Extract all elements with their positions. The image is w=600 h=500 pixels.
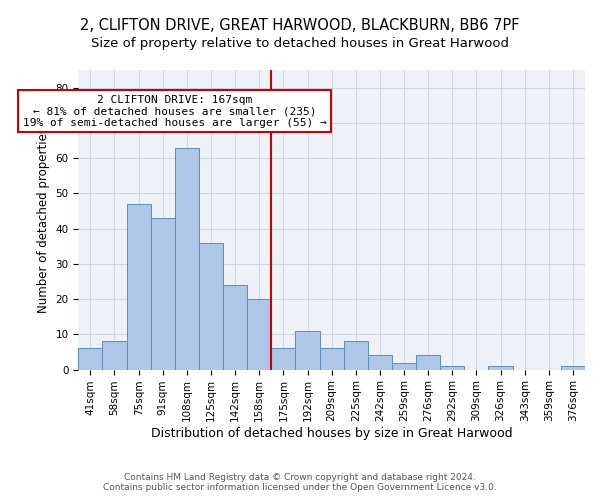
Bar: [344, 342, 368, 369]
Bar: [295, 331, 320, 370]
Bar: [247, 299, 271, 370]
Bar: [151, 218, 175, 370]
Bar: [271, 348, 295, 370]
Bar: [79, 348, 103, 370]
Bar: [103, 342, 127, 369]
Bar: [416, 356, 440, 370]
Y-axis label: Number of detached properties: Number of detached properties: [37, 127, 50, 313]
Bar: [127, 204, 151, 370]
Bar: [440, 366, 464, 370]
Bar: [199, 242, 223, 370]
Text: 2 CLIFTON DRIVE: 167sqm
← 81% of detached houses are smaller (235)
19% of semi-d: 2 CLIFTON DRIVE: 167sqm ← 81% of detache…: [23, 94, 326, 128]
Text: Size of property relative to detached houses in Great Harwood: Size of property relative to detached ho…: [91, 38, 509, 51]
Bar: [488, 366, 512, 370]
Text: 2, CLIFTON DRIVE, GREAT HARWOOD, BLACKBURN, BB6 7PF: 2, CLIFTON DRIVE, GREAT HARWOOD, BLACKBU…: [80, 18, 520, 32]
Text: Contains HM Land Registry data © Crown copyright and database right 2024.
Contai: Contains HM Land Registry data © Crown c…: [103, 473, 497, 492]
X-axis label: Distribution of detached houses by size in Great Harwood: Distribution of detached houses by size …: [151, 427, 512, 440]
Bar: [320, 348, 344, 370]
Bar: [175, 148, 199, 370]
Bar: [368, 356, 392, 370]
Bar: [561, 366, 585, 370]
Bar: [223, 285, 247, 370]
Bar: [392, 362, 416, 370]
